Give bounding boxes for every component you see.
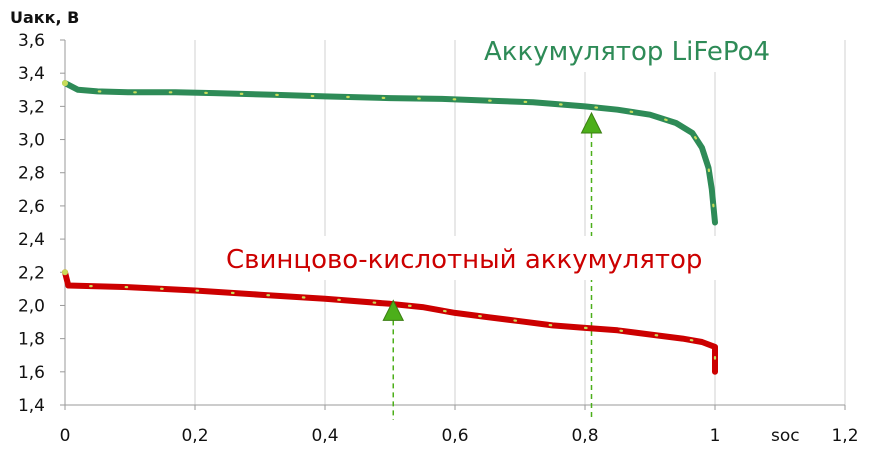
y-tick-label: 3,6	[18, 31, 45, 51]
series-start-point	[62, 269, 68, 276]
y-tick-label: 1,8	[18, 330, 45, 350]
lifepo4-label-background	[470, 30, 785, 72]
x-tick-label: 0	[60, 426, 71, 446]
x-tick-label: 0,6	[441, 426, 468, 446]
y-tick-label: 2,0	[18, 296, 45, 316]
y-tick-label: 3,2	[18, 97, 45, 117]
triangle-marker	[580, 111, 603, 134]
series-line-0	[62, 80, 718, 226]
triangle-marker	[382, 299, 405, 321]
y-tick-label: 2,2	[18, 263, 45, 283]
x-tick-label: 0,4	[311, 426, 338, 446]
y-axis-title: Uакк, B	[10, 8, 79, 27]
x-axis-title: soc	[771, 426, 800, 446]
y-tick-label: 2,6	[18, 197, 45, 217]
leadacid-label-background	[215, 236, 737, 280]
y-tick-label: 3,4	[18, 64, 45, 84]
guide-lines	[392, 132, 593, 420]
markers	[382, 111, 603, 321]
x-tick-label: 0,2	[181, 426, 208, 446]
y-tick-label: 2,8	[18, 164, 45, 184]
x-tick-label: 1,2	[831, 426, 858, 446]
series-lines	[62, 80, 718, 375]
y-tick-label: 3,0	[18, 131, 45, 151]
y-tick-label: 1,4	[18, 396, 45, 416]
y-tick-label: 1,6	[18, 363, 45, 383]
series-start-point	[62, 80, 68, 87]
lifepo4-series-label: Аккумулятор LiFePo4	[484, 37, 770, 67]
series-dots-0	[63, 82, 717, 224]
x-tick-label: 1	[710, 426, 721, 446]
axes: 1,4 1,6 1,8 2,0 2,2 2,4 2,6 2,8 3,0 3,2 3,4 3,6 0 0,2…	[18, 31, 859, 446]
y-tick-label: 2,4	[18, 230, 45, 250]
x-tick-label: 0,8	[571, 426, 598, 446]
series-line-1	[62, 269, 718, 375]
leadacid-series-label: Свинцово-кислотный аккумулятор	[226, 245, 702, 275]
